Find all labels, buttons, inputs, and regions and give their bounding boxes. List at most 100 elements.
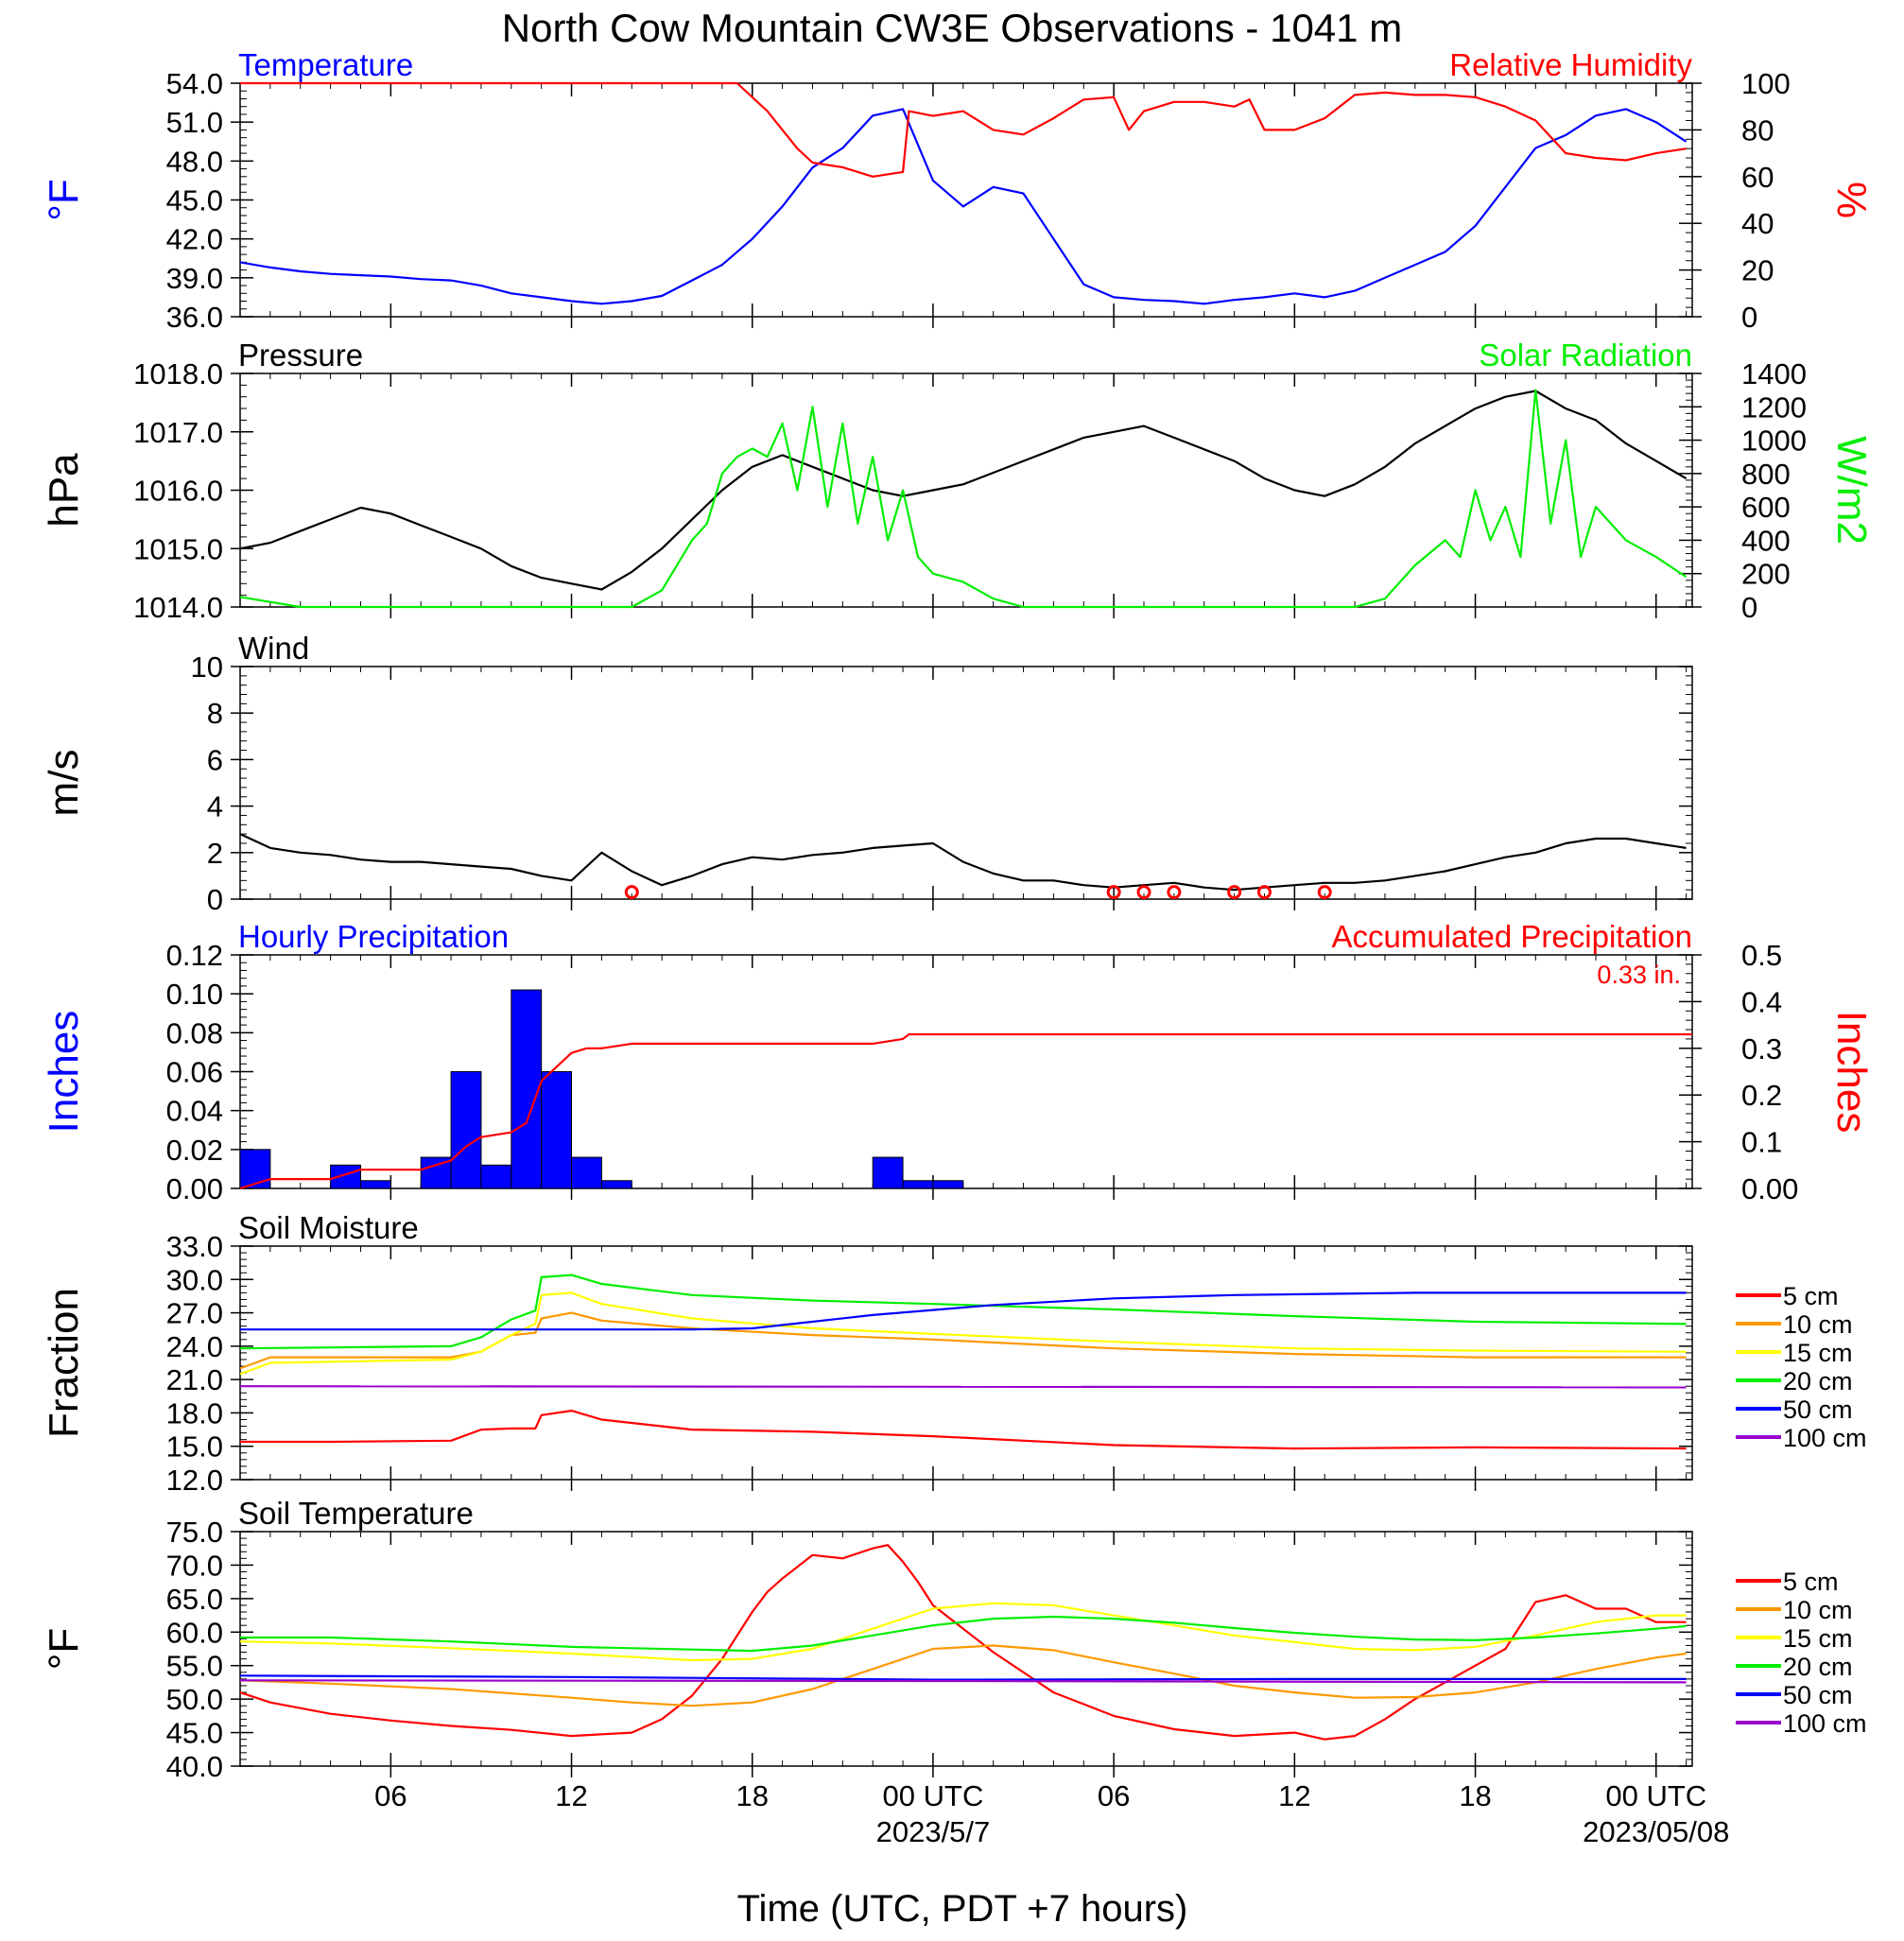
precip-bar — [480, 1164, 512, 1189]
left-tick-label: 2 — [207, 837, 223, 870]
left-tick-label: 21.0 — [166, 1363, 223, 1396]
series-line-blue — [239, 108, 1688, 305]
left-tick-label: 4 — [207, 790, 223, 823]
right-tick-label: 0.00 — [1741, 1172, 1798, 1205]
series-line-50-cm — [240, 1291, 1687, 1331]
left-tick-label: 50.0 — [166, 1683, 223, 1716]
left-tick-label: 0 — [207, 883, 223, 916]
left-tick-label: 48.0 — [166, 145, 223, 178]
panel-right-label: Solar Radiation — [1479, 338, 1692, 373]
left-axis-unit: m/s — [41, 750, 87, 817]
calm-wind-marker — [1317, 885, 1332, 900]
panel-soil_temp: 40.045.050.055.060.065.070.075.0 Soil Tem… — [41, 1496, 1867, 1783]
calm-wind-marker — [1167, 885, 1182, 900]
right-axis-unit: % — [1828, 182, 1875, 218]
left-tick-label: 1016.0 — [133, 475, 223, 508]
right-tick-label: 800 — [1741, 458, 1791, 491]
right-tick-label: 80 — [1741, 113, 1774, 147]
left-tick-label: 65.0 — [166, 1583, 223, 1616]
series-line-green — [239, 389, 1688, 609]
precip-bar — [359, 1180, 391, 1189]
right-tick-label: 20 — [1741, 254, 1774, 287]
panel-left-label: Soil Moisture — [238, 1210, 419, 1245]
left-tick-label: 0.10 — [166, 978, 223, 1011]
left-tick-label: 42.0 — [166, 223, 223, 256]
precip-bar — [450, 1071, 482, 1189]
left-tick-label: 60.0 — [166, 1616, 223, 1649]
precip-bar — [541, 1071, 573, 1189]
left-tick-label: 70.0 — [166, 1549, 223, 1582]
x-tick-label: 18 — [1459, 1779, 1491, 1812]
legend-label: 20 cm — [1783, 1653, 1853, 1681]
panel-left-label: Wind — [238, 631, 309, 666]
left-tick-label: 36.0 — [166, 301, 223, 334]
series-line-black — [239, 390, 1688, 591]
panel-precip: 0.00 0.02 0.04 0.06 0.08 0.10 0.12 0.00 0.1 0.2 0.… — [41, 919, 1875, 1205]
left-tick-label: 8 — [207, 697, 223, 730]
series-line-red — [240, 81, 1687, 178]
panel-wind: 0 2 4 6 8 10 Wind m/s — [41, 631, 1693, 916]
x-axis-title: Time (UTC, PDT +7 hours) — [737, 1888, 1188, 1930]
left-axis-unit: Fraction — [41, 1288, 87, 1438]
right-tick-label: 0.4 — [1741, 985, 1782, 1018]
legend-label: 100 cm — [1783, 1709, 1867, 1738]
left-tick-label: 1014.0 — [133, 591, 223, 624]
calm-wind-marker — [1256, 885, 1272, 900]
left-axis-unit: Inches — [41, 1011, 87, 1134]
panel-left-label: Hourly Precipitation — [238, 919, 509, 954]
legend-label: 10 cm — [1783, 1596, 1853, 1624]
left-axis-unit: °F — [41, 1628, 87, 1670]
panel-right-label: Accumulated Precipitation — [1331, 919, 1692, 954]
series-line-100-cm — [239, 1385, 1687, 1389]
series-line-5-cm — [239, 1544, 1687, 1741]
right-tick-label: 60 — [1741, 161, 1774, 194]
left-tick-label: 1018.0 — [133, 357, 223, 390]
legend-label: 50 cm — [1783, 1395, 1853, 1424]
series-line-15-cm — [239, 1291, 1687, 1376]
left-tick-label: 40.0 — [166, 1750, 223, 1783]
series-line-5-cm — [240, 1409, 1687, 1450]
series-line-15-cm — [239, 1602, 1687, 1662]
right-axis-unit: Inches — [1828, 1011, 1875, 1134]
panel-left-label: Soil Temperature — [238, 1496, 474, 1531]
right-tick-label: 0.2 — [1741, 1079, 1782, 1112]
left-tick-label: 51.0 — [166, 106, 223, 139]
left-tick-label: 0.02 — [166, 1134, 223, 1167]
panel-frame — [239, 1531, 1693, 1767]
legend-label: 10 cm — [1783, 1310, 1853, 1339]
right-tick-label: 1400 — [1741, 357, 1807, 390]
left-axis-unit: °F — [41, 179, 87, 220]
x-tick-label: 12 — [1278, 1779, 1310, 1812]
legend-label: 5 cm — [1783, 1568, 1839, 1596]
calm-wind-marker — [1106, 885, 1121, 900]
series-line-100-cm — [239, 1679, 1687, 1684]
series-line-black — [239, 833, 1687, 892]
right-tick-label: 100 — [1741, 67, 1791, 100]
x-tick-label: 00 UTC — [1605, 1779, 1706, 1812]
left-tick-label: 0.00 — [166, 1172, 223, 1205]
precip-bar — [239, 1149, 271, 1189]
right-tick-label: 40 — [1741, 207, 1774, 240]
x-date-label: 2023/5/7 — [876, 1815, 991, 1848]
left-tick-label: 15.0 — [166, 1430, 223, 1464]
legend-label: 100 cm — [1783, 1424, 1867, 1452]
left-tick-label: 45.0 — [166, 184, 223, 217]
right-tick-label: 1000 — [1741, 425, 1807, 458]
x-tick-label: 12 — [555, 1779, 587, 1812]
right-tick-label: 400 — [1741, 524, 1791, 557]
panel-soil_moisture: 12.015.018.021.024.027.030.033.0 Soil Moi… — [41, 1210, 1867, 1497]
calm-wind-marker — [624, 885, 639, 900]
legend-label: 15 cm — [1783, 1624, 1853, 1653]
right-axis-unit: W/m2 — [1828, 436, 1875, 545]
legend-label: 50 cm — [1783, 1681, 1853, 1709]
panels: 36.039.042.045.048.051.054.0020406080100… — [41, 47, 1875, 1783]
right-tick-label: 0 — [1741, 301, 1757, 334]
x-tick-label: 06 — [1098, 1779, 1130, 1812]
left-tick-label: 6 — [207, 743, 223, 776]
series-line-50-cm — [239, 1674, 1687, 1681]
left-tick-label: 75.0 — [166, 1516, 223, 1549]
left-tick-label: 55.0 — [166, 1650, 223, 1683]
panel-temp_rh: 36.0 39.0 42.0 45.0 48.0 51.0 54.0 0 20 40 60 80 100… — [41, 47, 1875, 334]
